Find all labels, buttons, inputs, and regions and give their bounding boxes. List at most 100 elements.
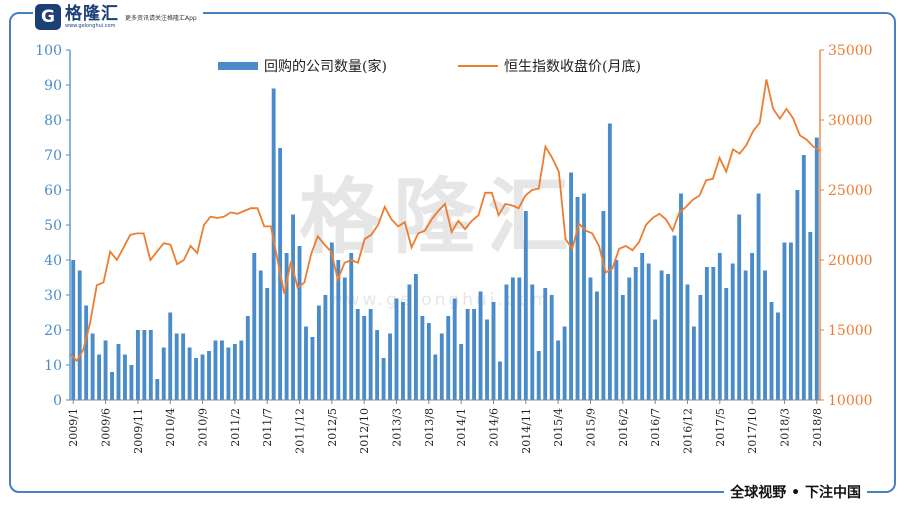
x-tick-label: 2013/3 (391, 408, 404, 447)
bar-87 (633, 267, 638, 400)
left-tick-label: 40 (44, 253, 62, 269)
bar-11 (142, 330, 147, 400)
bar-64 (485, 319, 489, 400)
bar-76 (562, 326, 567, 400)
bar-25 (232, 344, 237, 400)
right-tick-label: 30000 (828, 113, 873, 129)
bar-51 (401, 302, 405, 400)
bar-55 (426, 323, 431, 400)
bar-26 (239, 340, 244, 400)
bar-38 (316, 305, 321, 400)
brand-logo[interactable]: G 格隆汇 www.gelonghui.com 更多资讯请关注格隆汇App (33, 2, 203, 32)
bar-9 (129, 365, 134, 400)
bar-28 (252, 253, 257, 400)
bar-99 (711, 267, 716, 400)
bar-79 (582, 193, 586, 400)
x-tick-label: 2014/1 (455, 408, 468, 447)
bar-72 (536, 351, 541, 400)
bar-35 (297, 246, 302, 400)
bar-43 (349, 253, 354, 400)
bar-24 (226, 347, 231, 400)
bar-109 (776, 312, 780, 400)
x-tick-label: 2016/12 (681, 408, 694, 454)
bar-104 (743, 270, 748, 400)
watermark: 格隆汇 www.gelonghui.com (299, 170, 569, 310)
bar-3 (90, 333, 95, 400)
x-tick-label: 2017/10 (746, 408, 759, 454)
bar-95 (685, 284, 690, 400)
footer-slogan: 全球视野 • 下注中国 (724, 482, 867, 502)
bar-91 (659, 270, 664, 400)
bar-47 (375, 330, 380, 400)
bar-12 (148, 330, 153, 400)
bar-58 (446, 316, 451, 400)
bar-75 (556, 340, 561, 400)
bar-6 (110, 372, 114, 400)
bar-44 (355, 309, 360, 400)
bar-18 (187, 347, 192, 400)
left-tick-label: 70 (44, 148, 62, 164)
x-tick-label: 2009/11 (132, 408, 145, 454)
bar-2 (84, 305, 89, 400)
header-slogan: 更多资讯请关注格隆汇App (125, 14, 197, 22)
bar-97 (698, 295, 703, 400)
x-tick-label: 2011/7 (261, 408, 274, 447)
x-tick-label: 2013/8 (423, 408, 436, 447)
x-tick-label: 2016/7 (649, 408, 662, 447)
bar-1 (77, 270, 82, 400)
right-tick-label: 15000 (828, 323, 873, 339)
bar-113 (801, 155, 806, 400)
bar-111 (788, 242, 793, 400)
legend-bar-label: 回购的公司数量(家) (264, 58, 387, 75)
bar-107 (763, 270, 767, 400)
x-tick-label: 2009/1 (67, 408, 80, 447)
bar-29 (258, 270, 263, 400)
bar-93 (672, 235, 677, 400)
left-tick-label: 0 (53, 393, 62, 409)
bar-4 (97, 354, 102, 400)
bar-85 (620, 295, 625, 400)
bar-70 (523, 211, 528, 400)
left-tick-label: 30 (44, 288, 62, 304)
bar-68 (510, 277, 515, 400)
bar-77 (569, 172, 574, 400)
logo-g-icon: G (35, 4, 61, 30)
bar-16 (174, 333, 179, 400)
bar-94 (679, 193, 683, 400)
bar-112 (795, 190, 800, 400)
bar-59 (452, 298, 457, 400)
bar-78 (575, 197, 580, 400)
right-tick-label: 35000 (828, 43, 873, 59)
bar-36 (304, 326, 308, 400)
bar-108 (769, 302, 774, 400)
legend-line-label: 恒生指数收盘价(月底) (504, 58, 641, 75)
x-tick-label: 2018/3 (778, 408, 791, 447)
bar-42 (342, 277, 347, 400)
bar-13 (155, 379, 160, 400)
right-tick-label: 20000 (828, 253, 873, 269)
left-tick-label: 80 (44, 113, 62, 129)
bar-83 (607, 123, 612, 400)
bar-90 (653, 319, 658, 400)
bar-40 (329, 242, 334, 400)
left-tick-label: 50 (44, 218, 62, 234)
bar-45 (362, 316, 367, 400)
bar-0 (71, 260, 76, 400)
bar-49 (388, 333, 392, 400)
bar-54 (420, 316, 425, 400)
bar-103 (737, 214, 742, 400)
legend-bar-swatch (218, 62, 258, 70)
line-series-path (69, 79, 821, 363)
x-tick-label: 2012/5 (326, 408, 339, 447)
bar-73 (543, 288, 548, 400)
bar-57 (439, 333, 444, 400)
bar-102 (730, 263, 735, 400)
x-tick-label: 2011/2 (229, 408, 242, 447)
bar-86 (627, 277, 632, 400)
bar-105 (750, 253, 755, 400)
x-tick-label: 2009/6 (100, 408, 113, 447)
x-tick-label: 2014/6 (487, 408, 500, 447)
bar-34 (291, 214, 295, 400)
bar-114 (808, 232, 813, 400)
